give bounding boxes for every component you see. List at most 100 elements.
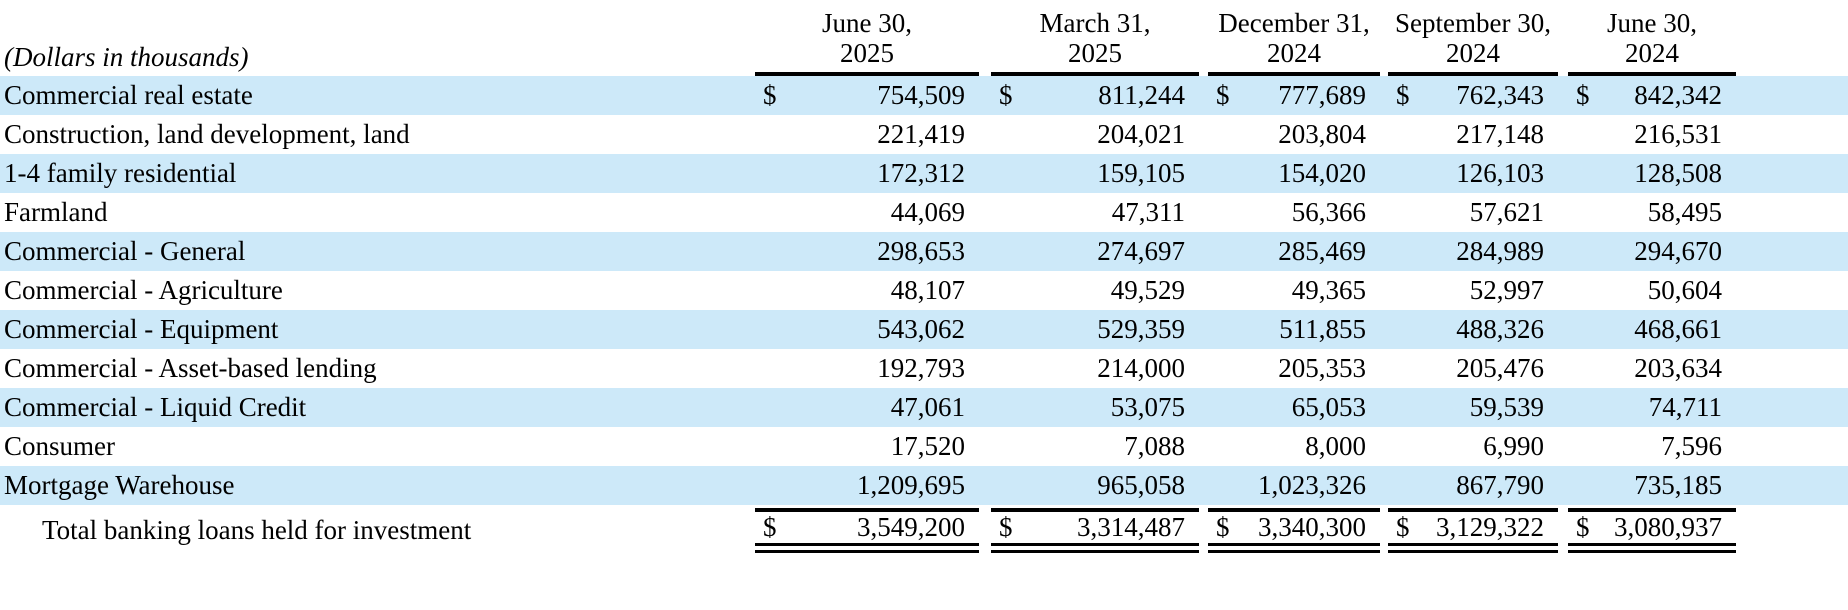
table-row: Commercial - Asset-based lending 192,793… bbox=[0, 349, 1848, 388]
table-row: Construction, land development, land 221… bbox=[0, 115, 1848, 154]
total-value: 3,129,322 bbox=[1436, 511, 1544, 542]
cell-value: 285,469 bbox=[1278, 236, 1366, 266]
cell-value: 735,185 bbox=[1634, 470, 1722, 500]
cell-value: 811,244 bbox=[1098, 80, 1185, 110]
cell-value: 511,855 bbox=[1279, 314, 1366, 344]
cell-value: 217,148 bbox=[1456, 119, 1544, 149]
cell-value: 58,495 bbox=[1647, 197, 1722, 227]
row-label: Commercial - General bbox=[4, 236, 246, 266]
column-header: June 30, 2025 bbox=[755, 8, 979, 76]
total-value: 3,340,300 bbox=[1258, 511, 1366, 542]
column-header: December 31, 2024 bbox=[1208, 8, 1380, 76]
table-row: Commercial real estate $ 754,509 $ 811,2… bbox=[0, 76, 1848, 115]
dollar-sign: $ bbox=[999, 511, 1013, 542]
cell-value: 57,621 bbox=[1469, 197, 1544, 227]
cell-value: 159,105 bbox=[1097, 158, 1185, 188]
cell-value: 126,103 bbox=[1456, 158, 1544, 188]
table-row: Commercial - General 298,653 274,697 285… bbox=[0, 232, 1848, 271]
row-label: Consumer bbox=[4, 431, 115, 461]
cell-value: 154,020 bbox=[1278, 158, 1366, 188]
dollar-sign: $ bbox=[1396, 80, 1410, 110]
cell-value: 128,508 bbox=[1634, 158, 1722, 188]
cell-value: 53,075 bbox=[1110, 392, 1185, 422]
column-header: June 30, 2024 bbox=[1568, 8, 1736, 76]
total-value: 3,549,200 bbox=[857, 511, 965, 542]
row-label: Commercial - Asset-based lending bbox=[4, 353, 377, 383]
column-header-line1: September 30, bbox=[1395, 7, 1551, 38]
dollar-sign: $ bbox=[1396, 511, 1410, 542]
cell-value: 59,539 bbox=[1469, 392, 1544, 422]
dollar-sign: $ bbox=[763, 511, 777, 542]
cell-value: 47,311 bbox=[1111, 197, 1185, 227]
table-row: Mortgage Warehouse 1,209,695 965,058 1,0… bbox=[0, 466, 1848, 505]
table-body: Commercial real estate $ 754,509 $ 811,2… bbox=[0, 76, 1848, 505]
dollar-sign: $ bbox=[1216, 511, 1230, 542]
cell-value: 203,634 bbox=[1634, 353, 1722, 383]
column-header-line1: June 30, bbox=[1607, 7, 1697, 38]
total-value: 3,080,937 bbox=[1614, 511, 1722, 542]
cell-value: 47,061 bbox=[890, 392, 965, 422]
cell-value: 221,419 bbox=[877, 119, 965, 149]
cell-value: 543,062 bbox=[877, 314, 965, 344]
cell-value: 488,326 bbox=[1456, 314, 1544, 344]
table-row: Commercial - Liquid Credit 47,061 53,075… bbox=[0, 388, 1848, 427]
column-header-line2: 2025 bbox=[840, 37, 894, 68]
table-footer: Total banking loans held for investment … bbox=[0, 505, 1848, 555]
units-note: (Dollars in thousands) bbox=[4, 42, 249, 72]
cell-value: 44,069 bbox=[890, 197, 965, 227]
dollar-sign: $ bbox=[763, 80, 777, 110]
cell-value: 203,804 bbox=[1278, 119, 1366, 149]
cell-value: 842,342 bbox=[1634, 80, 1722, 110]
column-header-line2: 2024 bbox=[1267, 37, 1321, 68]
cell-value: 468,661 bbox=[1634, 314, 1722, 344]
cell-value: 274,697 bbox=[1097, 236, 1185, 266]
total-row: Total banking loans held for investment … bbox=[0, 505, 1848, 555]
cell-value: 17,520 bbox=[890, 431, 965, 461]
cell-value: 867,790 bbox=[1456, 470, 1544, 500]
cell-value: 49,529 bbox=[1110, 275, 1185, 305]
table-row: Commercial - Agriculture 48,107 49,529 4… bbox=[0, 271, 1848, 310]
table-row: Farmland 44,069 47,311 56,366 57,621 bbox=[0, 193, 1848, 232]
loans-held-for-investment-table: (Dollars in thousands) June 30, 2025 Mar… bbox=[0, 6, 1848, 555]
cell-value: 1,023,326 bbox=[1258, 470, 1366, 500]
cell-value: 56,366 bbox=[1291, 197, 1366, 227]
dollar-sign: $ bbox=[999, 80, 1013, 110]
cell-value: 205,476 bbox=[1456, 353, 1544, 383]
cell-value: 192,793 bbox=[877, 353, 965, 383]
cell-value: 50,604 bbox=[1647, 275, 1722, 305]
cell-value: 777,689 bbox=[1278, 80, 1366, 110]
cell-value: 74,711 bbox=[1648, 392, 1722, 422]
dollar-sign: $ bbox=[1576, 511, 1590, 542]
table-row: Commercial - Equipment 543,062 529,359 5… bbox=[0, 310, 1848, 349]
table-row: 1-4 family residential 172,312 159,105 1… bbox=[0, 154, 1848, 193]
cell-value: 52,997 bbox=[1469, 275, 1544, 305]
table-row: Consumer 17,520 7,088 8,000 6,990 bbox=[0, 427, 1848, 466]
cell-value: 7,088 bbox=[1124, 431, 1185, 461]
cell-value: 754,509 bbox=[877, 80, 965, 110]
cell-value: 48,107 bbox=[890, 275, 965, 305]
cell-value: 965,058 bbox=[1097, 470, 1185, 500]
row-label: Commercial real estate bbox=[4, 80, 253, 110]
header-row: (Dollars in thousands) June 30, 2025 Mar… bbox=[0, 6, 1848, 76]
dollar-sign: $ bbox=[1216, 80, 1230, 110]
cell-value: 529,359 bbox=[1097, 314, 1185, 344]
dollar-sign: $ bbox=[1576, 80, 1590, 110]
total-row-label: Total banking loans held for investment bbox=[42, 514, 472, 545]
total-value: 3,314,487 bbox=[1077, 511, 1185, 542]
cell-value: 49,365 bbox=[1291, 275, 1366, 305]
cell-value: 298,653 bbox=[877, 236, 965, 266]
column-header-line2: 2025 bbox=[1068, 37, 1122, 68]
column-header-line1: December 31, bbox=[1218, 7, 1370, 38]
column-header-line1: June 30, bbox=[822, 7, 912, 38]
column-header-line1: March 31, bbox=[1039, 7, 1151, 38]
cell-value: 214,000 bbox=[1097, 353, 1185, 383]
cell-value: 1,209,695 bbox=[857, 470, 965, 500]
row-label: Construction, land development, land bbox=[4, 119, 410, 149]
row-label: Commercial - Equipment bbox=[4, 314, 279, 344]
cell-value: 294,670 bbox=[1634, 236, 1722, 266]
row-label: Mortgage Warehouse bbox=[4, 470, 235, 500]
cell-value: 8,000 bbox=[1305, 431, 1366, 461]
cell-value: 172,312 bbox=[877, 158, 965, 188]
cell-value: 65,053 bbox=[1291, 392, 1366, 422]
table-header: (Dollars in thousands) June 30, 2025 Mar… bbox=[0, 6, 1848, 76]
